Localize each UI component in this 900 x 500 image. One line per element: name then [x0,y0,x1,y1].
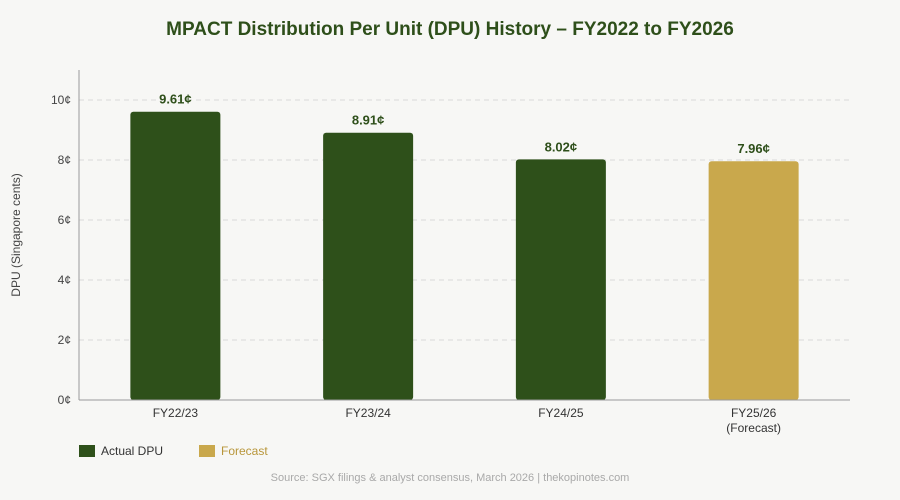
data-labels: 9.61¢ 8.91¢ 8.02¢ 7.96¢ [159,92,770,157]
data-label: 8.02¢ [545,139,578,154]
legend-swatch-forecast [199,445,215,457]
bar [515,159,606,400]
data-label: 8.91¢ [352,113,385,128]
legend-item-forecast: Forecast [199,444,268,458]
x-tick-label: FY24/25 [538,406,584,420]
bars [130,111,799,400]
bar [708,161,799,400]
source-note: Source: SGX filings & analyst consensus,… [270,472,630,484]
chart-title: MPACT Distribution Per Unit (DPU) Histor… [166,19,734,40]
legend-item-actual: Actual DPU [79,444,163,458]
bar [130,111,221,400]
y-tick-label: 2¢ [58,333,71,347]
x-tick-label: FY25/26 [731,406,777,420]
y-axis-label: DPU (Singapore cents) [9,173,23,296]
y-tick-label: 8¢ [58,153,71,167]
x-tick-label: FY23/24 [345,406,391,420]
y-tick-label: 6¢ [58,213,71,227]
legend-label-actual: Actual DPU [101,444,164,458]
data-label: 9.61¢ [159,92,192,107]
legend-swatch-actual [79,445,95,457]
x-axis-ticks: FY22/23 FY23/24 FY24/25 FY25/26(Forecast) [153,406,781,435]
data-label: 7.96¢ [737,141,770,156]
y-axis-ticks: 0¢ 2¢ 4¢ 6¢ 8¢ 10¢ [51,93,71,407]
y-tick-label: 10¢ [51,93,71,107]
bar [323,132,414,400]
x-tick-label: (Forecast) [726,421,781,435]
legend-label-forecast: Forecast [221,444,268,458]
y-tick-label: 0¢ [58,393,71,407]
y-tick-label: 4¢ [58,273,71,287]
x-tick-label: FY22/23 [153,406,199,420]
